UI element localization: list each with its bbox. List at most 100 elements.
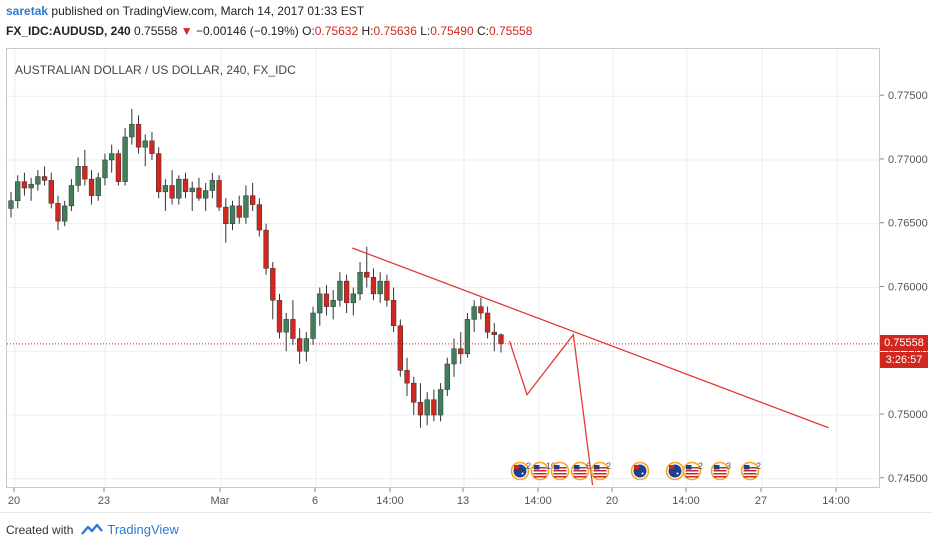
flag-stripe [713, 467, 727, 469]
candle [75, 157, 81, 192]
candle-body [75, 166, 81, 186]
current-price-tag: 0.75558 [880, 334, 928, 351]
candle [317, 287, 323, 326]
candlestick-chart[interactable]: 2 10 6 2 2 3 2 [7, 49, 880, 488]
candle [471, 300, 477, 333]
publisher-line: saretak published on TradingView.com, Ma… [6, 4, 364, 18]
candle-body [68, 185, 75, 207]
chart-area[interactable]: 2 10 6 2 2 3 2 AUSTRALIAN DOLLAR / US DOLLAR, … [6, 48, 880, 488]
candle-body [411, 382, 417, 403]
candle-body [451, 348, 457, 365]
candle [384, 274, 390, 307]
candle-body [55, 203, 61, 222]
published-text: published on TradingView.com, March 14, … [51, 4, 365, 18]
x-tick-label: 14:00 [822, 495, 850, 507]
candle [229, 200, 236, 231]
candle [129, 108, 135, 145]
footer: Created with TradingView [6, 522, 179, 537]
candle-body [189, 187, 195, 193]
event-count: 2 [698, 461, 703, 471]
australia-flag-event-icon: 2 [510, 461, 531, 481]
candle-body [223, 206, 229, 224]
candle-body [337, 280, 343, 301]
tradingview-brand-link[interactable]: TradingView [107, 522, 179, 537]
candle-body [464, 319, 471, 355]
candle-body [21, 181, 28, 189]
candle-body [343, 280, 350, 304]
flag-stripe [553, 476, 567, 478]
flag-stripe [573, 476, 587, 478]
flag-canton [669, 465, 674, 469]
y-tick-label: 0.76500 [888, 218, 928, 230]
candle [451, 338, 457, 377]
candle [68, 179, 75, 211]
candle-body [209, 180, 216, 191]
candle [404, 357, 410, 396]
time-axis[interactable]: 20 23 Mar 6 14:00 13 14:00 20 14:00 27 14:00 [6, 488, 880, 512]
candle [162, 179, 169, 211]
candle-body [35, 176, 41, 185]
candle-body [397, 325, 403, 371]
flag-canton [514, 465, 519, 469]
candle [176, 175, 182, 205]
candle [35, 170, 41, 191]
username-link[interactable]: saretak [6, 4, 49, 18]
candle [28, 177, 34, 201]
candle-body [377, 280, 383, 295]
x-tick-label: 23 [98, 495, 110, 507]
candle-body [41, 176, 48, 181]
down-arrow-icon: ▼ [180, 24, 193, 38]
symbol-label: FX_IDC:AUDUSD, 240 [6, 24, 131, 38]
flag-star [676, 472, 679, 475]
y-tick-label: 0.75000 [888, 409, 928, 421]
price-axis[interactable]: 0.775000.770000.765000.760000.755000.750… [880, 48, 932, 488]
x-tick-label: 6 [312, 495, 318, 507]
flag-canton [594, 465, 600, 470]
candle [149, 131, 155, 160]
candle-body [8, 200, 14, 209]
candle-body [203, 190, 209, 199]
australia-flag-event-icon [630, 461, 650, 481]
candle-body [196, 187, 202, 199]
candle [189, 181, 195, 211]
candle-body [82, 166, 88, 180]
candle [8, 191, 14, 218]
tradingview-logo-icon [81, 523, 104, 535]
us-flag-event-icon: 3 [710, 461, 731, 481]
flag-canton [714, 465, 720, 470]
candle-body [256, 204, 263, 231]
flag-stripe [553, 473, 567, 475]
flag-stripe [593, 476, 607, 478]
candle-body [444, 363, 450, 390]
footer-divider [0, 512, 932, 513]
candle-body [142, 140, 148, 148]
candle-body [310, 312, 316, 339]
candle [411, 376, 417, 416]
us-flag-event-icon: 6 [570, 461, 591, 481]
flag-stripe [685, 470, 699, 472]
candle-body [263, 229, 269, 269]
us-flag-event-icon: 2 [682, 461, 703, 481]
candle-body [236, 205, 242, 218]
candle [444, 357, 450, 396]
candle [276, 293, 283, 339]
candle-body [357, 271, 363, 295]
candle [330, 290, 336, 320]
low-label: L: [420, 24, 431, 38]
candle [142, 134, 148, 167]
candle [270, 261, 276, 320]
candle [82, 149, 88, 186]
candle [431, 389, 437, 422]
candle-body [478, 306, 484, 314]
flag-canton [634, 465, 639, 469]
candle [397, 319, 403, 377]
candle [337, 272, 343, 307]
y-tick-label: 0.76000 [888, 281, 928, 293]
candle-body [249, 195, 256, 205]
x-tick-label: 13 [457, 495, 469, 507]
candle-body [109, 153, 115, 161]
us-flag-event-icon [550, 461, 570, 481]
candle [417, 383, 424, 428]
trendline [352, 247, 829, 429]
candle-body [283, 319, 289, 333]
